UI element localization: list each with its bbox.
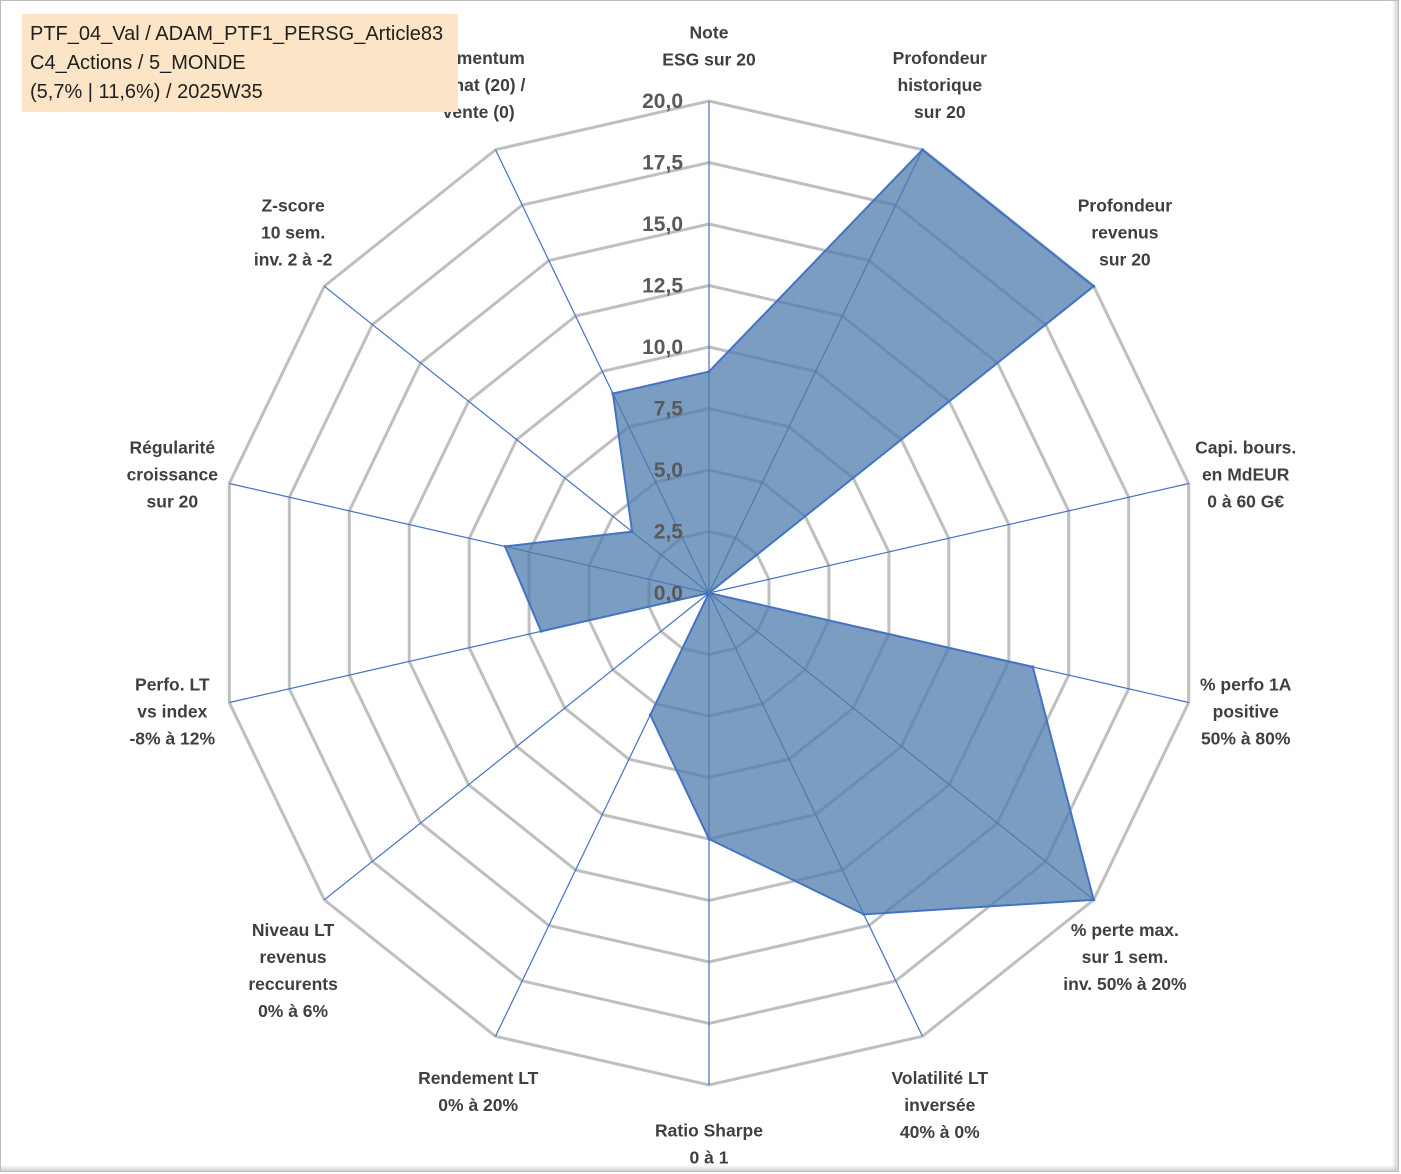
axis-label-line: revenus — [260, 947, 327, 967]
data-point-7 — [707, 837, 711, 841]
tick-label: 20,0 — [642, 90, 683, 113]
spoke-9 — [323, 592, 710, 901]
tick-label: 7,5 — [654, 398, 684, 421]
axis-label-1: Profondeur historique sur 20 — [893, 48, 987, 122]
axis-labels: Note ESG sur 20 Profondeur historique sur 20… — [127, 22, 1297, 1167]
axis-label-line: positive — [1213, 701, 1279, 721]
axis-label-line: revenus — [1091, 223, 1158, 243]
axis-label-line: ESG sur 20 — [662, 49, 756, 69]
spoke-3 — [708, 482, 1189, 594]
axis-label-line: Perfo. LT — [135, 674, 210, 694]
axis-label-line: 0% à 6% — [258, 1001, 328, 1021]
axis-label-line: sur 20 — [914, 102, 966, 122]
axis-label-5: % perte max. sur 1 sem. inv. 50% à 20% — [1063, 920, 1187, 994]
data-point-1 — [921, 148, 924, 152]
axis-label-line: -8% à 12% — [129, 728, 215, 748]
axis-label-line: reccurents — [248, 974, 338, 994]
axis-label-line: 0 à 1 — [690, 1147, 729, 1167]
data-point-8 — [648, 713, 652, 717]
axis-label-line: % perfo 1A — [1200, 674, 1292, 694]
axis-label-line: % perte max. — [1071, 920, 1179, 940]
tick-label: 5,0 — [654, 459, 683, 482]
axis-label-7: Ratio Sharpe 0 à 1 — [655, 1120, 763, 1167]
axis-label-line: Profondeur — [893, 48, 987, 68]
data-point-6 — [862, 912, 866, 916]
tick-label: 15,0 — [642, 213, 683, 236]
axis-label-2: Profondeur revenus sur 20 — [1078, 196, 1172, 270]
radar-series — [503, 148, 1096, 916]
axis-label-line: Profondeur — [1078, 196, 1172, 216]
axis-label-line: sur 20 — [147, 492, 199, 512]
data-point-10 — [539, 629, 543, 633]
axis-label-line: Ratio Sharpe — [655, 1120, 763, 1140]
data-point-0 — [707, 370, 711, 374]
axis-label-line: inversée — [904, 1095, 975, 1115]
axis-label-8: Rendement LT 0% à 20% — [418, 1068, 539, 1115]
axis-label-0: Note ESG sur 20 — [662, 22, 756, 69]
axis-label-3: Capi. bours. en MdEUR 0 à 60 G€ — [1195, 438, 1296, 512]
axis-label-10: Perfo. LT vs index -8% à 12% — [129, 674, 215, 748]
tick-label: 2,5 — [654, 521, 684, 544]
axis-label-line: Vente (0) — [442, 102, 515, 122]
data-point-5 — [1092, 898, 1096, 902]
axis-label-line: inv. 2 à -2 — [254, 250, 333, 270]
info-box: PTF_04_Val / ADAM_PTF1_PERSG_Article83 C… — [22, 14, 458, 112]
axis-label-line: croissance — [127, 465, 219, 485]
data-point-12 — [630, 530, 634, 534]
axis-label-line: 50% à 80% — [1201, 728, 1291, 748]
axis-label-line: Niveau LT — [252, 920, 335, 940]
axis-label-line: sur 20 — [1099, 250, 1151, 270]
info-line-category: C4_Actions / 5_MONDE — [30, 52, 246, 74]
axis-label-line: Z-score — [261, 196, 324, 216]
info-line-portfolio: PTF_04_Val / ADAM_PTF1_PERSG_Article83 — [30, 23, 444, 45]
data-point-2 — [1092, 284, 1096, 288]
axis-label-4: % perfo 1A positive 50% à 80% — [1200, 674, 1292, 748]
tick-label: 12,5 — [642, 275, 683, 298]
series-area-0 — [503, 148, 1096, 916]
info-line-period: (5,7% | 11,6%) / 2025W35 — [30, 81, 263, 103]
tick-label: 17,5 — [642, 152, 683, 175]
axis-label-line: inv. 50% à 20% — [1063, 974, 1187, 994]
radial-tick-labels: 0,0 2,5 5,0 7,5 10,0 12,5 15,0 17,5 20,0 — [642, 90, 683, 605]
axis-label-line: Capi. bours. — [1195, 438, 1296, 458]
axis-label-line: sur 1 sem. — [1082, 947, 1169, 967]
axis-label-line: 40% à 0% — [900, 1122, 980, 1142]
axis-label-line: Note — [690, 22, 729, 42]
axis-label-line: 0% à 20% — [438, 1095, 518, 1115]
data-point-4 — [1031, 665, 1035, 669]
data-point-11 — [503, 545, 507, 548]
axis-label-line: Régularité — [130, 438, 216, 458]
data-point-9 — [707, 591, 711, 595]
axis-label-line: vs index — [137, 701, 207, 721]
axis-label-line: historique — [898, 75, 983, 95]
axis-label-line: Volatilité LT — [892, 1068, 989, 1088]
axis-label-6: Volatilité LT inversée 40% à 0% — [892, 1068, 989, 1142]
axis-label-line: 10 sem. — [261, 223, 325, 243]
tick-label: 10,0 — [642, 336, 683, 359]
data-point-13 — [611, 392, 615, 395]
axis-label-12: Z-score 10 sem. inv. 2 à -2 — [254, 196, 333, 270]
axis-label-line: 0 à 60 G€ — [1207, 492, 1284, 512]
axis-label-11: Régularité croissance sur 20 — [127, 438, 219, 512]
tick-label: 0,0 — [654, 582, 683, 605]
axis-label-line: en MdEUR — [1202, 465, 1290, 485]
axis-label-9: Niveau LT revenus reccurents 0% à 6% — [248, 920, 338, 1021]
axis-label-line: Rendement LT — [418, 1068, 539, 1088]
